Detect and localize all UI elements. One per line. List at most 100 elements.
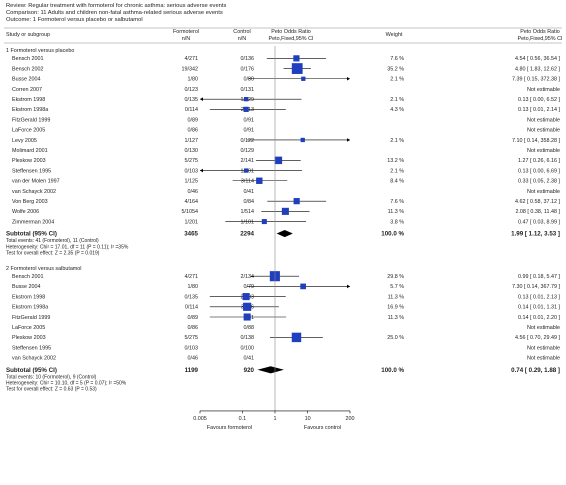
outcome-title: 1 Formoterol versus placebo or salbutamo… <box>32 17 143 23</box>
subtotal-ci-text: 1.99 [ 1.12, 3.53 ] <box>511 231 560 238</box>
study-name: Busse 2004 <box>12 77 40 83</box>
subtotal-diamond <box>276 229 293 238</box>
study-weight: 13.2 % <box>387 158 404 164</box>
subtotal-ci-text: 0.74 [ 0.29, 1.88 ] <box>511 367 560 374</box>
x-tick-label: 1 <box>274 416 277 422</box>
ci-arrow-left <box>200 168 203 173</box>
control-events: 3/114 <box>241 179 254 185</box>
subtotal-weight: 100.0 % <box>381 231 404 238</box>
effect-marker <box>300 283 306 290</box>
effect-marker <box>243 302 252 311</box>
study-weight: 11.3 % <box>388 294 405 300</box>
study-ci-text: 0.13 [ 0.01, 2.14 ] <box>518 107 560 113</box>
study-ci-text: 1.27 [ 0.26, 6.16 ] <box>518 158 560 164</box>
ci-arrow-right <box>347 76 350 81</box>
treatment-events: 1/80 <box>188 284 199 290</box>
subtotal-treatment: 1199 <box>185 367 199 374</box>
treatment-events: 0/46 <box>188 189 199 195</box>
study-weight: 3.8 % <box>390 219 404 225</box>
study-name: Bensch 2001 <box>12 56 43 62</box>
study-ci-text: Not estimable <box>527 87 560 93</box>
control-events: 2/141 <box>241 158 255 164</box>
control-events: 0/100 <box>241 345 255 351</box>
study-ci-text: 0.13 [ 0.00, 6.69 ] <box>518 168 560 174</box>
control-events: 0/129 <box>241 148 255 154</box>
study-ci-text: 7.10 [ 0.14, 358.28 ] <box>512 138 560 144</box>
study-name: Ekstrom 1998 <box>12 97 45 103</box>
col-header-treatment: Formoterol <box>173 29 199 35</box>
control-events: 2/134 <box>241 274 255 280</box>
study-ci-text: 0.14 [ 0.01, 2.20 ] <box>518 315 560 321</box>
treatment-events: 0/123 <box>185 87 199 93</box>
comparison-title: 11 Adults and children non-fatal asthma-… <box>40 10 223 16</box>
study-weight: 5.7 % <box>390 284 404 290</box>
study-ci-text: 0.47 [ 0.03, 8.99 ] <box>518 219 560 225</box>
study-ci-text: 0.14 [ 0.01, 1.31 ] <box>518 305 560 311</box>
effect-marker <box>291 63 303 74</box>
treatment-events: 4/271 <box>185 274 199 280</box>
effect-marker <box>300 137 305 143</box>
x-tick-label: 0.005 <box>193 416 207 422</box>
study-name: Molimard 2001 <box>12 148 48 154</box>
control-events: 0/122 <box>241 138 255 144</box>
study-ci-text: 4.62 [ 0.58, 37.12 ] <box>515 199 560 205</box>
effect-marker <box>293 55 300 62</box>
treatment-events: 0/103 <box>185 345 199 351</box>
study-weight: 2.1 % <box>390 168 404 174</box>
treatment-events: 0/89 <box>188 315 199 321</box>
study-ci-text: 7.30 [ 0.14, 367.79 ] <box>512 284 560 290</box>
group-title-1: 1 Formoterol versus placebo <box>6 48 74 54</box>
study-weight: 2.1 % <box>390 138 404 144</box>
group-note-2: Heterogeneity: Chi² = 17.01, df = 11 (P … <box>6 244 129 250</box>
ci-arrow-left <box>200 97 203 101</box>
control-events: 1/514 <box>241 209 255 215</box>
study-name: Ekstrom 1998a <box>12 107 48 113</box>
col-header-treatment-sub: n/N <box>182 36 190 42</box>
control-events: 0/41 <box>244 189 255 195</box>
study-ci-text: 0.13 [ 0.00, 6.52 ] <box>518 97 560 103</box>
effect-marker <box>301 76 306 81</box>
x-tick-label: 200 <box>346 416 355 422</box>
study-ci-text: 0.99 [ 0.18, 5.47 ] <box>518 274 560 280</box>
study-ci-text: Not estimable <box>527 148 560 154</box>
col-header-ratio2-sub: Peto,Fixed,95% CI <box>518 36 563 42</box>
study-weight: 16.9 % <box>387 305 404 311</box>
treatment-events: 0/135 <box>185 97 199 103</box>
study-name: Von Berg 2003 <box>12 199 48 205</box>
col-header-ratio: Peto Odds Ratio <box>271 29 311 35</box>
study-ci-text: Not estimable <box>527 117 560 123</box>
group-note-1: Total events: 41 (Formoterol), 11 (Contr… <box>6 238 99 244</box>
control-events: 0/91 <box>244 117 255 123</box>
treatment-events: 1/80 <box>188 77 199 83</box>
control-events: 0/176 <box>241 66 255 72</box>
study-ci-text: Not estimable <box>527 345 560 351</box>
study-weight: 4.3 % <box>390 107 404 113</box>
study-weight: 2.1 % <box>390 97 404 103</box>
study-ci-text: 0.13 [ 0.01, 2.13 ] <box>518 294 560 300</box>
study-name: Ekstrom 1998 <box>12 294 45 300</box>
study-name: Steffensen 1995 <box>12 345 51 351</box>
treatment-events: 0/114 <box>185 305 198 311</box>
effect-marker <box>274 156 283 165</box>
treatment-events: 0/114 <box>185 107 198 113</box>
subtotal-control: 2294 <box>240 231 254 238</box>
control-events: 0/41 <box>244 356 255 362</box>
control-events: 0/79 <box>244 284 255 290</box>
study-ci-text: 0.33 [ 0.05, 2.38 ] <box>518 179 560 185</box>
effect-marker <box>243 97 249 102</box>
treatment-events: 0/135 <box>185 294 199 300</box>
study-name: FitzGerald 1999 <box>12 315 50 321</box>
study-name: Pleskow 2003 <box>12 335 46 341</box>
study-name: FitzGerald 1999 <box>12 117 50 123</box>
study-ci-text: 2.08 [ 0.38, 11.48 ] <box>515 209 560 215</box>
treatment-events: 1/201 <box>185 219 199 225</box>
study-weight: 2.1 % <box>390 77 404 83</box>
col-header-control: Control <box>233 29 250 35</box>
x-tick-label: 0.1 <box>239 416 247 422</box>
effect-marker <box>291 332 302 343</box>
treatment-events: 0/103 <box>185 168 199 174</box>
study-name: LaForce 2005 <box>12 128 45 134</box>
effect-marker <box>281 207 289 215</box>
review-line: Review: Regular treatment with formotero… <box>6 3 227 9</box>
